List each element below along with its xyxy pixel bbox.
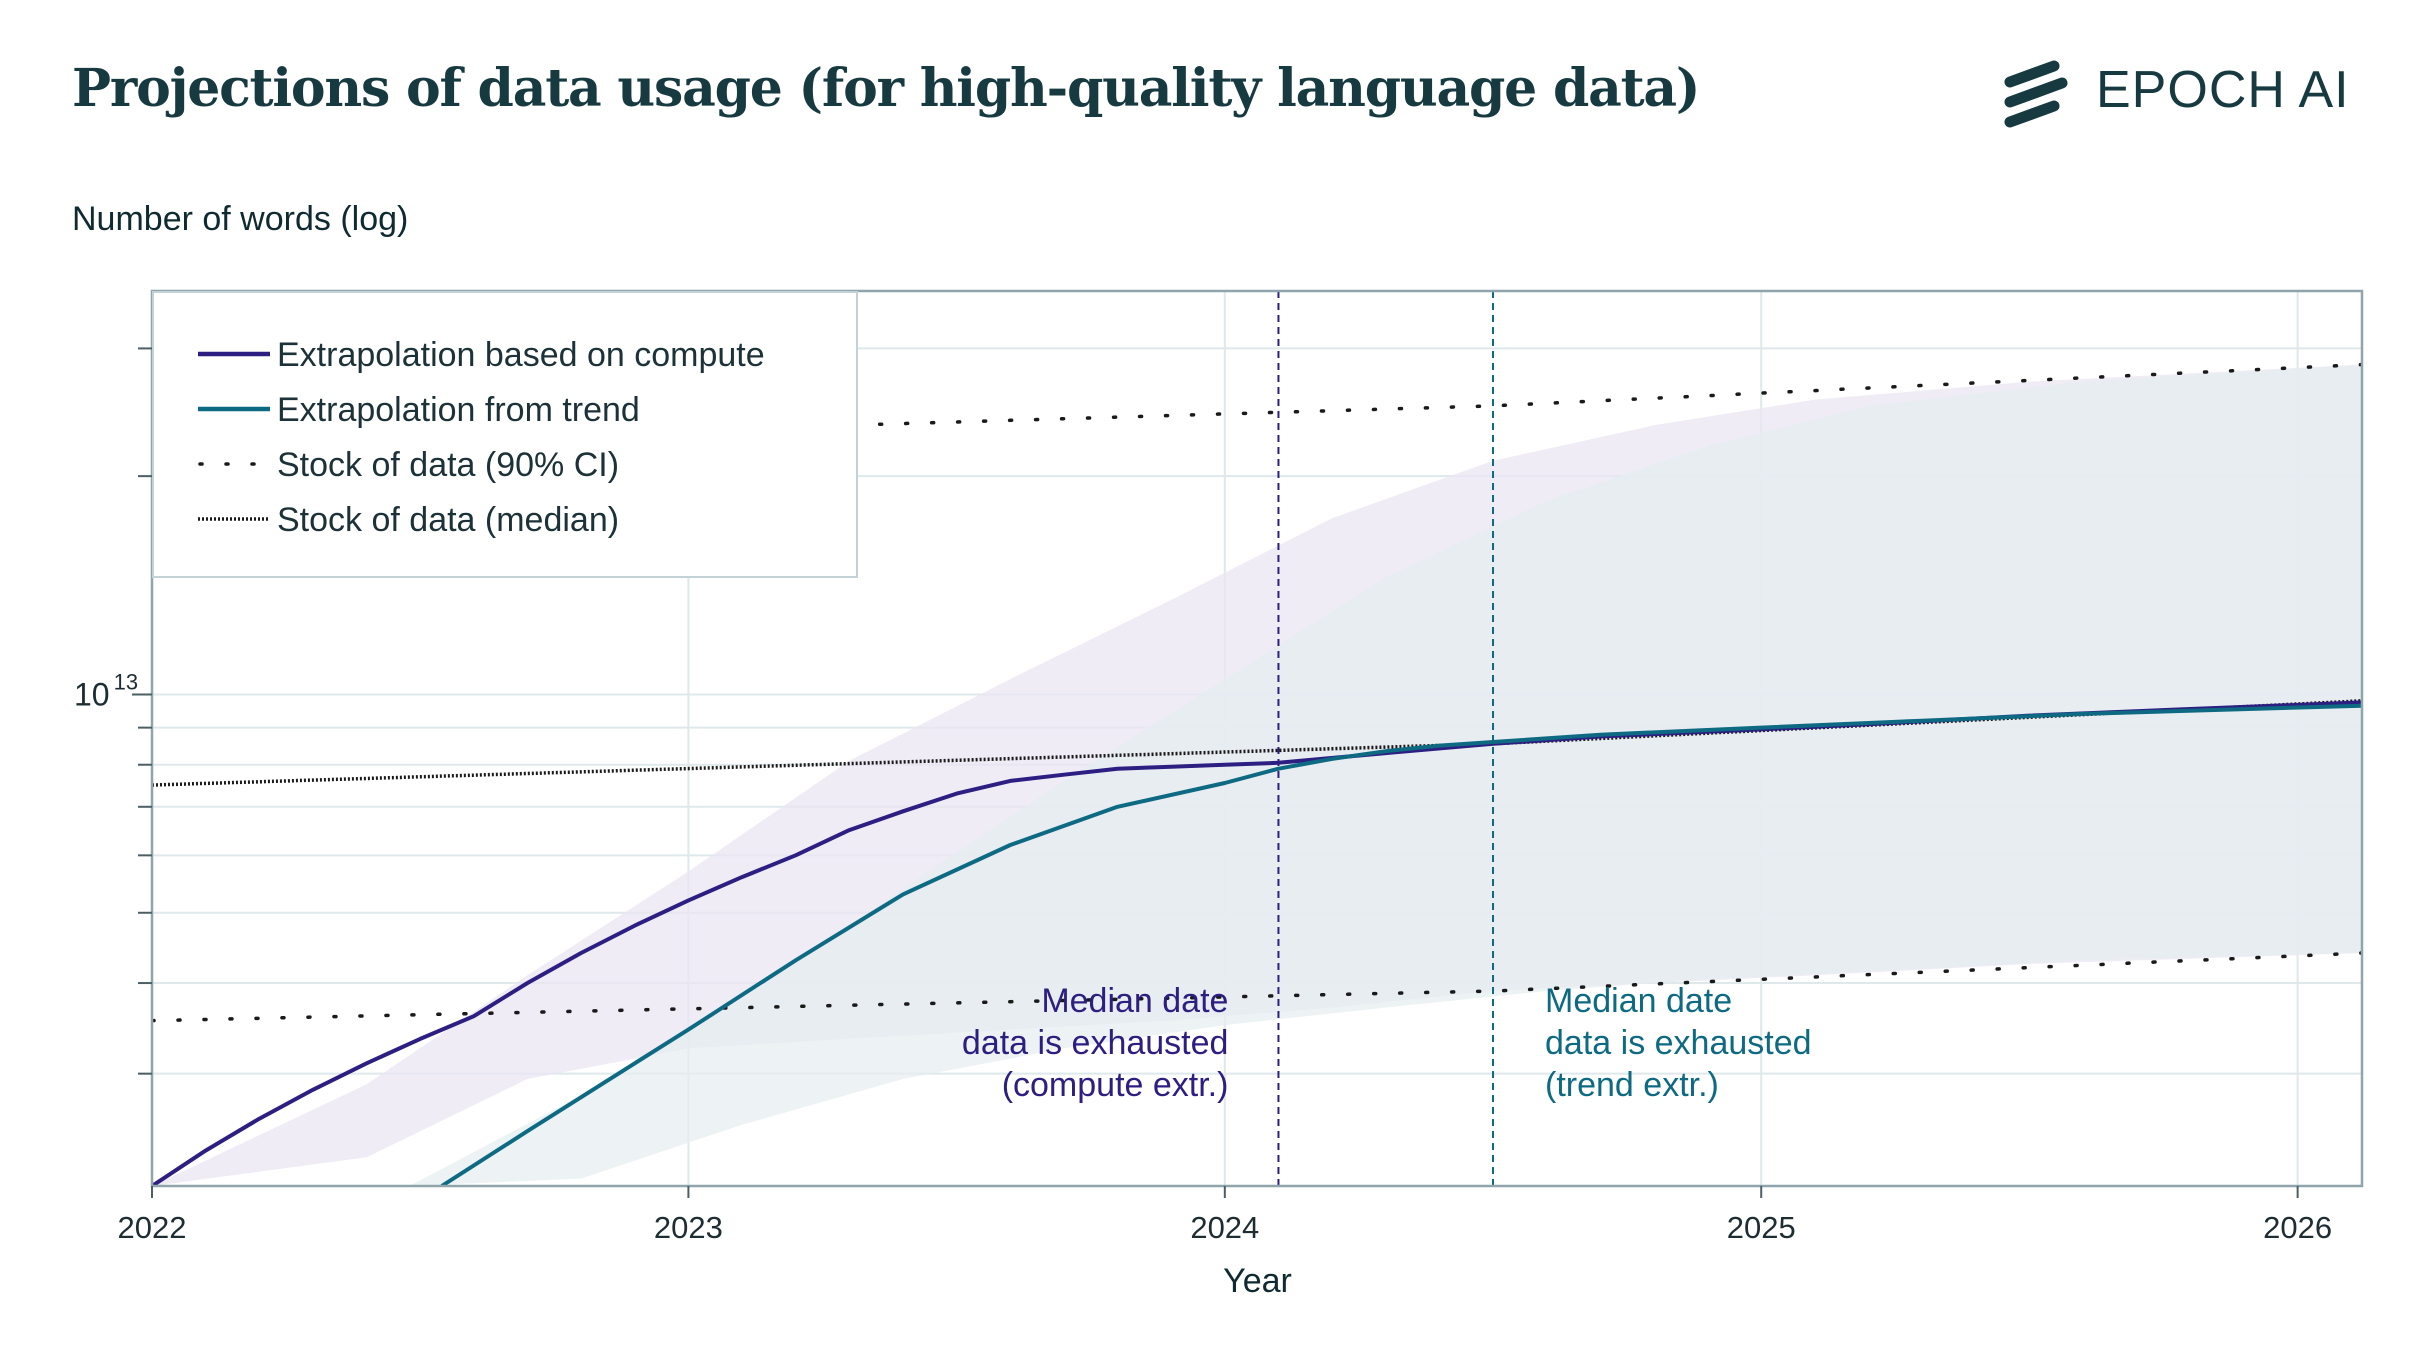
y-tick-label: 10 13 xyxy=(74,669,138,712)
plot-frame xyxy=(150,289,2364,1188)
y-axis-label: Number of words (log) xyxy=(72,200,409,238)
y-tick-base: 10 xyxy=(74,676,110,712)
x-tick-label-2025: 2025 xyxy=(1727,1210,1796,1245)
series-line-trend xyxy=(440,703,2362,1186)
legend-label-3: Stock of data (median) xyxy=(277,501,619,539)
legend: Extrapolation based on compute Extrapolat… xyxy=(152,291,858,578)
epoch-ai-logo: EPOCH AI xyxy=(2000,56,2380,128)
annotation-line: (trend extr.) xyxy=(1545,1066,1719,1104)
annotation-line: Median date xyxy=(1545,982,1732,1020)
x-tick-label-2023: 2023 xyxy=(654,1210,723,1245)
band-trend xyxy=(409,364,2362,1186)
legend-label-0: Extrapolation based on compute xyxy=(277,336,765,374)
legend-box xyxy=(152,291,858,578)
x-tick-label-2026: 2026 xyxy=(2263,1210,2332,1245)
x-tick-label-2022: 2022 xyxy=(118,1210,187,1245)
x-axis-label: Year xyxy=(1223,1262,1292,1300)
legend-label-2: Stock of data (90% CI) xyxy=(277,446,619,484)
annotation-line: Median date xyxy=(1041,982,1228,1020)
annotation-line: data is exhausted xyxy=(1545,1024,1812,1062)
annotation-line: (compute extr.) xyxy=(1002,1066,1229,1104)
series-lines xyxy=(152,700,2362,1186)
logo-text: EPOCH AI xyxy=(2096,61,2350,119)
chart-title: Projections of data usage (for high-qual… xyxy=(72,58,1701,119)
annotation-line: data is exhausted xyxy=(962,1024,1229,1062)
epoch-logo-icon xyxy=(2004,60,2068,128)
stock-median-line xyxy=(151,699,2363,787)
y-tick-exponent: 13 xyxy=(114,669,138,694)
annotation-trend: Median date data is exhausted (trend extr.… xyxy=(1545,982,1812,1104)
legend-label-1: Extrapolation from trend xyxy=(277,391,640,429)
x-tick-label-2024: 2024 xyxy=(1190,1210,1259,1245)
annotation-compute: Median date data is exhausted (compute ext… xyxy=(962,982,1229,1104)
